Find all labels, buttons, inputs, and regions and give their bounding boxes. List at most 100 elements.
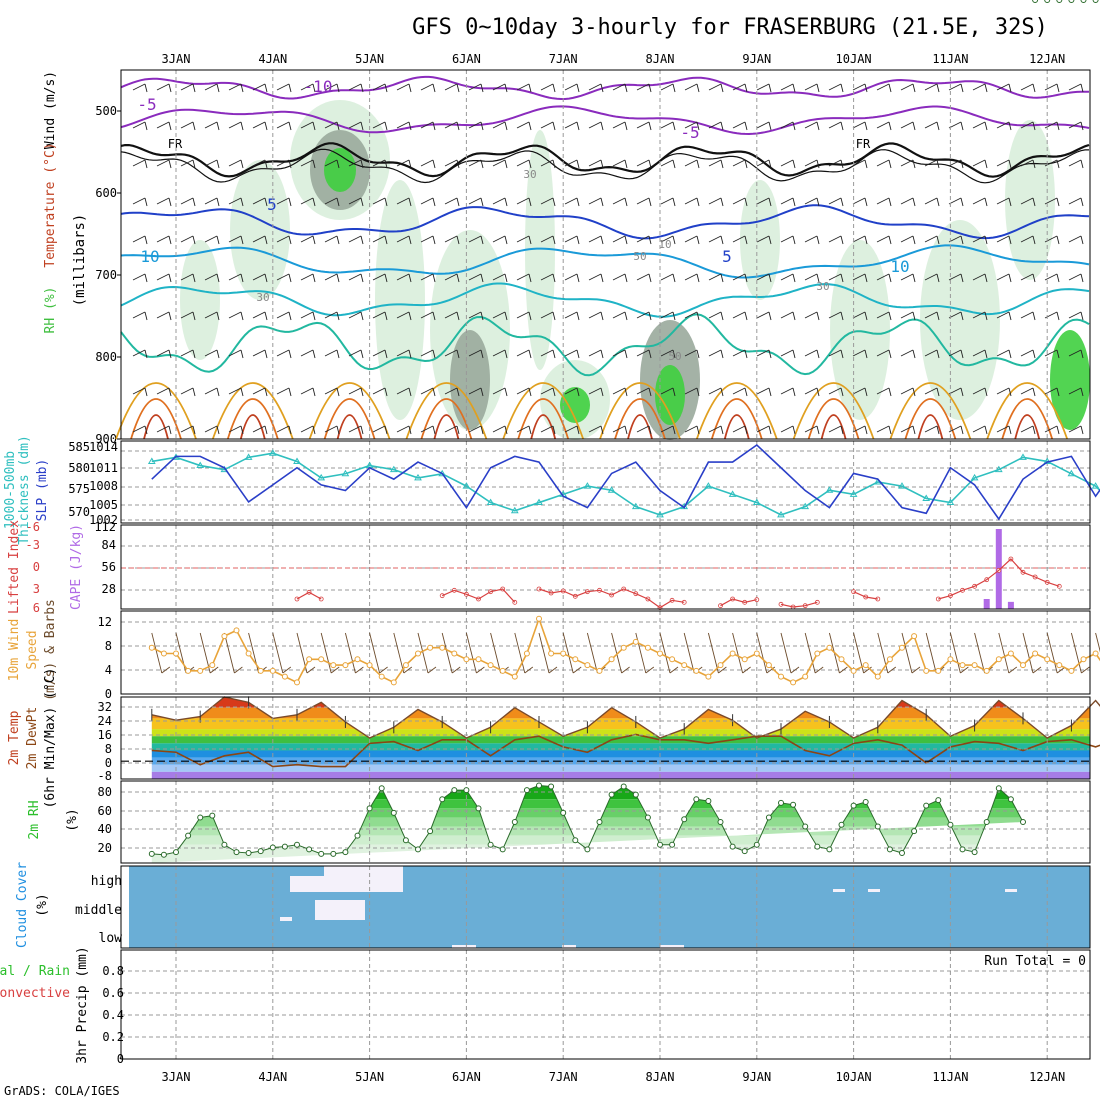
warm-isotherm: [420, 398, 473, 440]
wind-barb: [672, 349, 676, 359]
warm-isotherm: [226, 398, 279, 440]
wind-barb: [456, 121, 460, 131]
warm-isotherm: [904, 398, 957, 440]
wind-barb: [344, 632, 356, 674]
wind-barb: [192, 387, 196, 397]
wind-barb: [1056, 235, 1060, 245]
wind-barb: [1068, 311, 1082, 319]
wind-barb: [384, 349, 388, 359]
wind-barb: [538, 632, 550, 674]
wind-barb: [216, 311, 220, 321]
wind-barb: [888, 387, 892, 397]
rh-point: [657, 841, 663, 848]
wind-barb: [252, 311, 266, 319]
wind-barb: [720, 349, 724, 359]
wind-barb: [924, 197, 938, 205]
data-point: [778, 673, 784, 680]
lifted-ylabel: Lifted Index: [7, 520, 22, 614]
wind-barb: [600, 349, 604, 359]
wind-barb: [300, 121, 314, 129]
wind-barb: [456, 83, 460, 93]
wind-barb: [684, 273, 698, 281]
rh-shade: [655, 365, 685, 425]
wind-barb: [216, 159, 220, 169]
wind-barb: [708, 349, 722, 357]
wind-barb: [444, 273, 458, 281]
chart-title: GFS 0~10day 3-hourly for FRASERBURG (21.…: [412, 15, 1048, 40]
wind-barb: [1008, 666, 1018, 674]
rh-point: [342, 849, 349, 856]
wind-barb: [696, 121, 700, 131]
wind-barb: [645, 666, 655, 674]
wind-barb: [300, 349, 314, 357]
wind-barb: [312, 425, 316, 435]
wind-barb: [1080, 121, 1084, 131]
wind-barb: [216, 235, 220, 245]
wind-barb: [624, 425, 628, 435]
wind-barb: [300, 159, 314, 167]
wind-barb: [972, 387, 986, 395]
wind-barb: [516, 197, 530, 205]
data-point: [632, 638, 639, 645]
data-point: [439, 644, 446, 651]
lifted-line: [780, 601, 818, 608]
cape-ylabel: CAPE (J/kg): [69, 524, 84, 610]
data-point: [947, 656, 954, 663]
wind-barb: [936, 349, 940, 359]
wind-barb: [960, 235, 964, 245]
wind-barb: [984, 159, 988, 169]
wind-barb: [936, 197, 940, 207]
data-point: [584, 662, 591, 669]
wind-barb: [756, 349, 770, 357]
temp-tick: 32: [98, 700, 112, 714]
wind-barb: [514, 632, 526, 674]
wind-barb: [1044, 83, 1058, 91]
wind-barb: [756, 159, 770, 167]
wind-barb: [948, 273, 962, 281]
contour-label: 30: [523, 168, 536, 181]
wind-barb: [576, 121, 580, 131]
wind-barb: [312, 159, 316, 169]
wind-barb: [936, 273, 940, 283]
rh-point: [402, 837, 409, 844]
precip-ylabel-a: Total / Rain: [0, 964, 70, 979]
rh-point: [1080, 0, 1087, 3]
wind-barb: [288, 159, 292, 169]
wind-barb: [792, 273, 796, 283]
wind-panel: 12 8 4 0: [98, 610, 1100, 701]
wind-barb: [444, 159, 458, 167]
wind-barb: [636, 83, 650, 91]
rh-point: [790, 801, 797, 808]
wind-barb: [1068, 121, 1082, 129]
wind-barb: [252, 349, 266, 357]
wind-barb: [336, 121, 340, 131]
wind-barb: [252, 159, 266, 167]
wind-barb: [204, 197, 218, 205]
thickness-ylabel-a: 1000-500mb: [3, 451, 18, 529]
wind-barb: [588, 121, 602, 129]
wind-barb: [132, 197, 146, 205]
wind-barb: [552, 273, 556, 283]
wind-barb: [516, 387, 530, 395]
rh-shade: [525, 130, 555, 370]
wind-barb: [480, 311, 484, 321]
wind-barb: [612, 273, 626, 281]
wind-barb: [912, 273, 916, 283]
wind-barb: [180, 235, 194, 243]
wind-barb: [756, 425, 770, 433]
wind-barb: [624, 311, 628, 321]
data-point: [415, 650, 421, 657]
wind-barb: [312, 349, 316, 359]
x-axis-labels: 3JAN 3JAN 4JAN 4JAN 5JAN 5JAN 6JAN 6JAN 7JAN 7JAN…: [162, 52, 1066, 1084]
slp-tick: 1011: [89, 461, 118, 475]
rh-point: [572, 837, 579, 844]
rh2m-ylabel-a: 2m RH: [27, 800, 42, 839]
wind-barb: [624, 387, 628, 397]
wind-barb: [384, 197, 388, 207]
rh-point: [971, 849, 978, 856]
x-label-top: 9JAN: [742, 52, 771, 66]
wind-barb: [524, 666, 534, 674]
wind-barb: [660, 197, 674, 205]
contour-label: 5: [267, 195, 277, 214]
wind-barb: [360, 349, 364, 359]
